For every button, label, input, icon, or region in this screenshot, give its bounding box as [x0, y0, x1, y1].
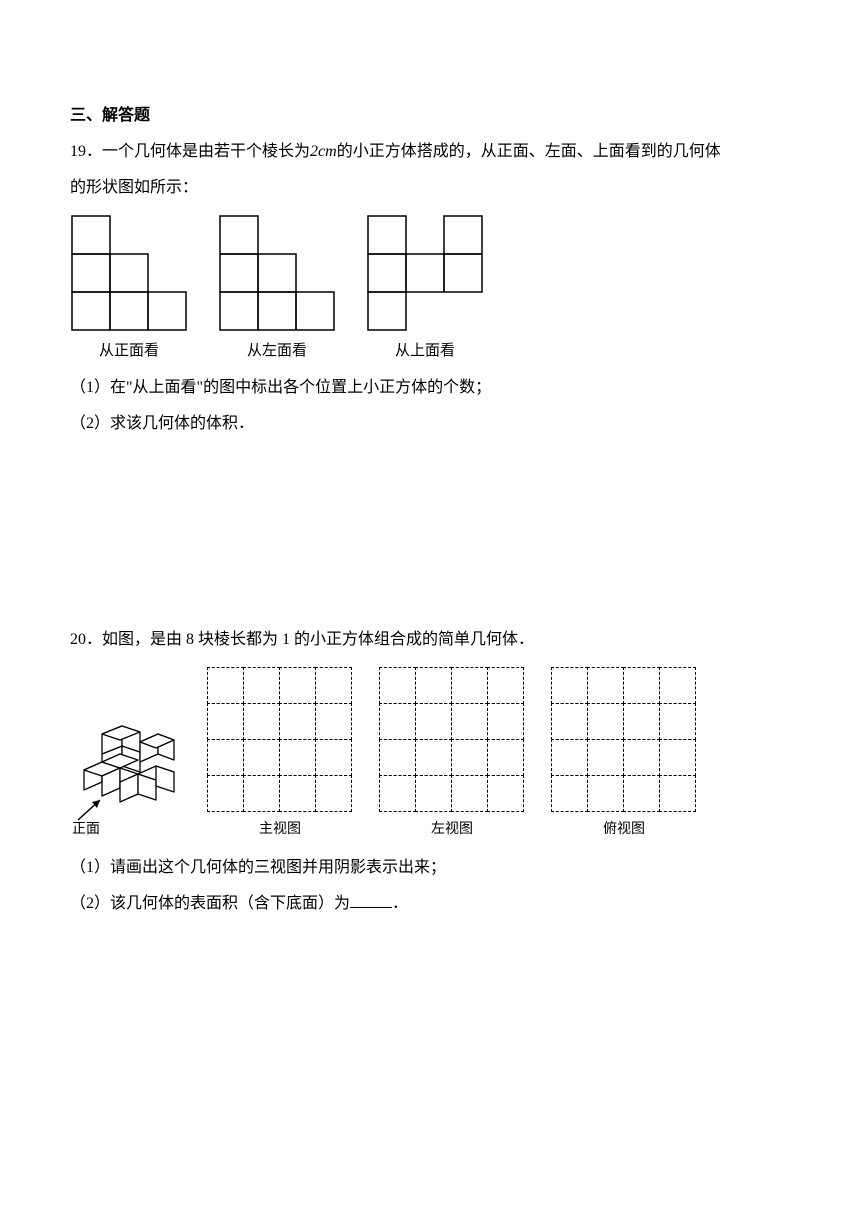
q19-t1: 一个几何体是由若干个棱长为 [102, 143, 310, 160]
q20-iso: 正面 [70, 692, 180, 844]
q20-sub2: （2）该几何体的表面积（含下底面）为 ． [70, 888, 790, 920]
q19-para: 19．一个几何体是由若干个棱长为2cm的小正方体搭成的，从正面、左面、上面看到的… [70, 136, 790, 168]
grid-left-label: 左视图 [431, 816, 473, 844]
blank-line [350, 892, 392, 908]
dashed-grid-main [208, 668, 352, 812]
q19-edge: 2cm [310, 143, 337, 160]
q20-para: 20．如图，是由 8 块棱长都为 1 的小正方体组合成的简单几何体． [70, 624, 790, 656]
front-label: 从正面看 [99, 336, 159, 366]
q19-left-view: 从左面看 [218, 214, 336, 366]
q20-grid-left: 左视图 [380, 668, 524, 844]
left-view-svg [218, 214, 336, 332]
spacing [70, 444, 790, 624]
iso-svg [70, 692, 180, 822]
front-view-svg [70, 214, 188, 332]
q19-number: 19． [70, 143, 102, 160]
q20-sub2b: ． [392, 895, 408, 912]
iso-arrow-label: 正面 [72, 816, 100, 844]
q19-front-view: 从正面看 [70, 214, 188, 366]
q19-sub1: （1）在"从上面看"的图中标出各个位置上小正方体的个数； [70, 372, 790, 404]
q20-sub2a: （2）该几何体的表面积（含下底面）为 [70, 895, 350, 912]
q19-sub2: （2）求该几何体的体积． [70, 408, 790, 440]
q20-sub1: （1）请画出这个几何体的三视图并用阴影表示出来； [70, 852, 790, 884]
q20-text: 如图，是由 8 块棱长都为 1 的小正方体组合成的简单几何体． [102, 631, 534, 648]
q20-grid-main: 主视图 [208, 668, 352, 844]
grid-top-label: 俯视图 [603, 816, 645, 844]
top-label: 从上面看 [395, 336, 455, 366]
q19-t1b: 的小正方体搭成的，从正面、左面、上面看到的几何体 [337, 143, 721, 160]
left-label: 从左面看 [247, 336, 307, 366]
top-view-svg [366, 214, 484, 332]
q19-top-view: 从上面看 [366, 214, 484, 366]
q19-para2: 的形状图如所示： [70, 172, 790, 204]
q19-views-row: 从正面看 从左面看 从上面看 [70, 214, 790, 366]
q20-number: 20． [70, 631, 102, 648]
dashed-grid-left [380, 668, 524, 812]
grid-main-label: 主视图 [259, 816, 301, 844]
dashed-grid-top [552, 668, 696, 812]
section-title: 三、解答题 [70, 100, 790, 132]
q20-grid-top: 俯视图 [552, 668, 696, 844]
q20-row: 正面 主视图 左视图 俯视图 [70, 668, 790, 844]
